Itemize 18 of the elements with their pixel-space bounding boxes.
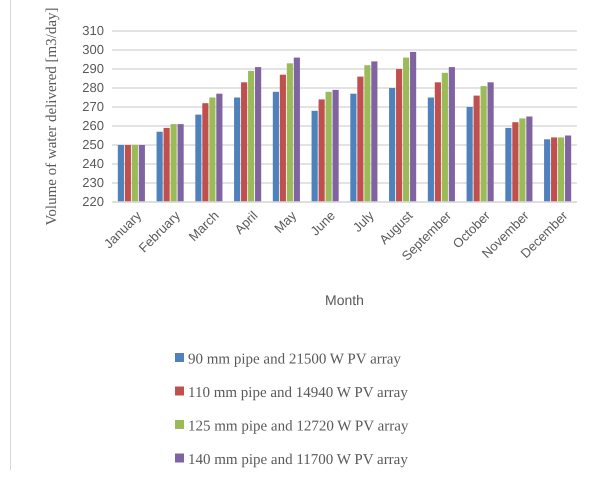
y-tick-label: 220 — [82, 194, 104, 210]
x-tick-label: May — [271, 208, 300, 236]
y-tick-label: 290 — [82, 61, 104, 76]
legend-label: 110 mm pipe and 14940 W PV array — [188, 384, 408, 401]
legend-label: 140 mm pipe and 11700 W PV array — [188, 452, 408, 468]
y-tick-label: 240 — [82, 156, 104, 172]
x-tick-label: July — [350, 208, 378, 235]
y-tick-label: 250 — [82, 137, 104, 152]
x-axis-title: Month — [325, 292, 364, 308]
y-tick-label: 280 — [82, 80, 104, 96]
y-axis-title: Volume of water delivered [m3/day] — [44, 8, 60, 226]
y-tick-label: 260 — [82, 118, 104, 134]
y-tick-label: 310 — [82, 23, 104, 38]
y-tick-label: 300 — [82, 42, 104, 58]
y-tick-label: 270 — [82, 99, 104, 114]
y-tick-label: 230 — [82, 175, 104, 190]
legend-label: 90 mm pipe and 21500 W PV array — [188, 351, 402, 368]
legend-label: 125 mm pipe and 12720 W PV array — [188, 418, 409, 434]
